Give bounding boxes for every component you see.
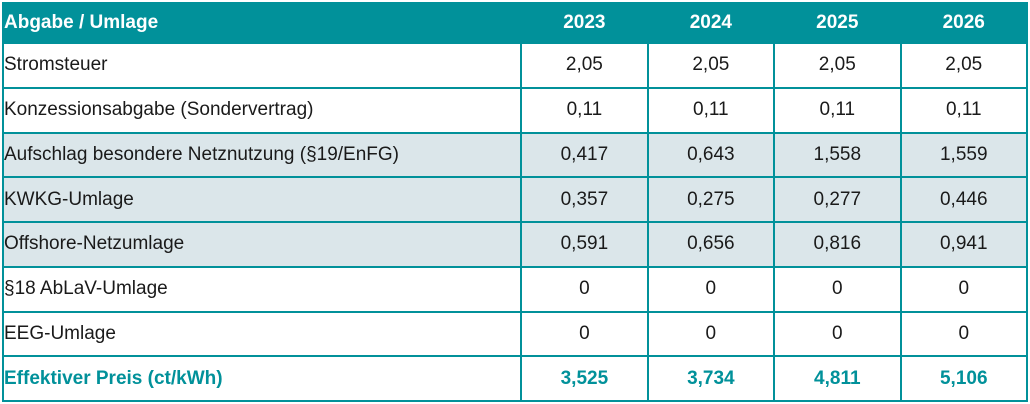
table-row: Aufschlag besondere Netznutzung (§19/EnF… <box>1 131 1029 179</box>
total-value-cell: 3,734 <box>646 355 776 402</box>
value-cell: 0,277 <box>773 176 902 223</box>
header-row: Abgabe / Umlage 2023 2024 2025 2026 <box>1 2 1029 44</box>
table-row: Konzessionsabgabe (Sondervertrag) 0,11 0,1… <box>1 86 1029 134</box>
value-cell: 0,816 <box>773 221 902 268</box>
total-row-label: Effektiver Preis (ct/kWh) <box>1 355 523 402</box>
value-cell: 2,05 <box>899 42 1029 89</box>
value-cell: 2,05 <box>646 42 776 89</box>
value-cell: 0 <box>646 310 776 358</box>
total-value-cell: 4,811 <box>773 355 902 402</box>
value-cell: 0 <box>899 310 1029 358</box>
table-body: Stromsteuer 2,05 2,05 2,05 2,05 Konzessionsab… <box>1 42 1029 402</box>
table-row: KWKG-Umlage 0,357 0,275 0,277 0,446 <box>1 176 1029 223</box>
column-header-2023: 2023 <box>520 2 649 44</box>
total-value-cell: 5,106 <box>899 355 1029 402</box>
value-cell: 2,05 <box>520 42 649 89</box>
value-cell: 0,446 <box>899 176 1029 223</box>
value-cell: 0,656 <box>646 221 776 268</box>
value-cell: 0,11 <box>773 86 902 134</box>
value-cell: 0,591 <box>520 221 649 268</box>
value-cell: 0,11 <box>899 86 1029 134</box>
table-row: Offshore-Netzumlage 0,591 0,656 0,816 0,941 <box>1 221 1029 268</box>
value-cell: 1,559 <box>899 131 1029 179</box>
table-row: Stromsteuer 2,05 2,05 2,05 2,05 <box>1 42 1029 89</box>
row-label: Konzessionsabgabe (Sondervertrag) <box>1 86 523 134</box>
column-header-2025: 2025 <box>773 2 902 44</box>
column-header-2024: 2024 <box>646 2 776 44</box>
table-row: EEG-Umlage 0 0 0 0 <box>1 310 1029 358</box>
value-cell: 0,11 <box>646 86 776 134</box>
table-header: Abgabe / Umlage 2023 2024 2025 2026 <box>1 2 1029 44</box>
value-cell: 0,275 <box>646 176 776 223</box>
row-label: KWKG-Umlage <box>1 176 523 223</box>
value-cell: 0 <box>520 265 649 313</box>
row-label: Stromsteuer <box>1 42 523 89</box>
value-cell: 0 <box>773 310 902 358</box>
value-cell: 0 <box>520 310 649 358</box>
total-value-cell: 3,525 <box>520 355 649 402</box>
column-header-2026: 2026 <box>899 2 1029 44</box>
column-header-levy: Abgabe / Umlage <box>1 2 523 44</box>
row-label: Aufschlag besondere Netznutzung (§19/EnF… <box>1 131 523 179</box>
total-row: Effektiver Preis (ct/kWh) 3,525 3,734 4,811… <box>1 355 1029 402</box>
value-cell: 0 <box>646 265 776 313</box>
row-label: §18 AbLaV-Umlage <box>1 265 523 313</box>
table-row: §18 AbLaV-Umlage 0 0 0 0 <box>1 265 1029 313</box>
value-cell: 0,941 <box>899 221 1029 268</box>
value-cell: 0,11 <box>520 86 649 134</box>
value-cell: 0,417 <box>520 131 649 179</box>
value-cell: 0,643 <box>646 131 776 179</box>
value-cell: 0,357 <box>520 176 649 223</box>
value-cell: 1,558 <box>773 131 902 179</box>
row-label: Offshore-Netzumlage <box>1 221 523 268</box>
row-label: EEG-Umlage <box>1 310 523 358</box>
value-cell: 0 <box>773 265 902 313</box>
value-cell: 2,05 <box>773 42 902 89</box>
value-cell: 0 <box>899 265 1029 313</box>
